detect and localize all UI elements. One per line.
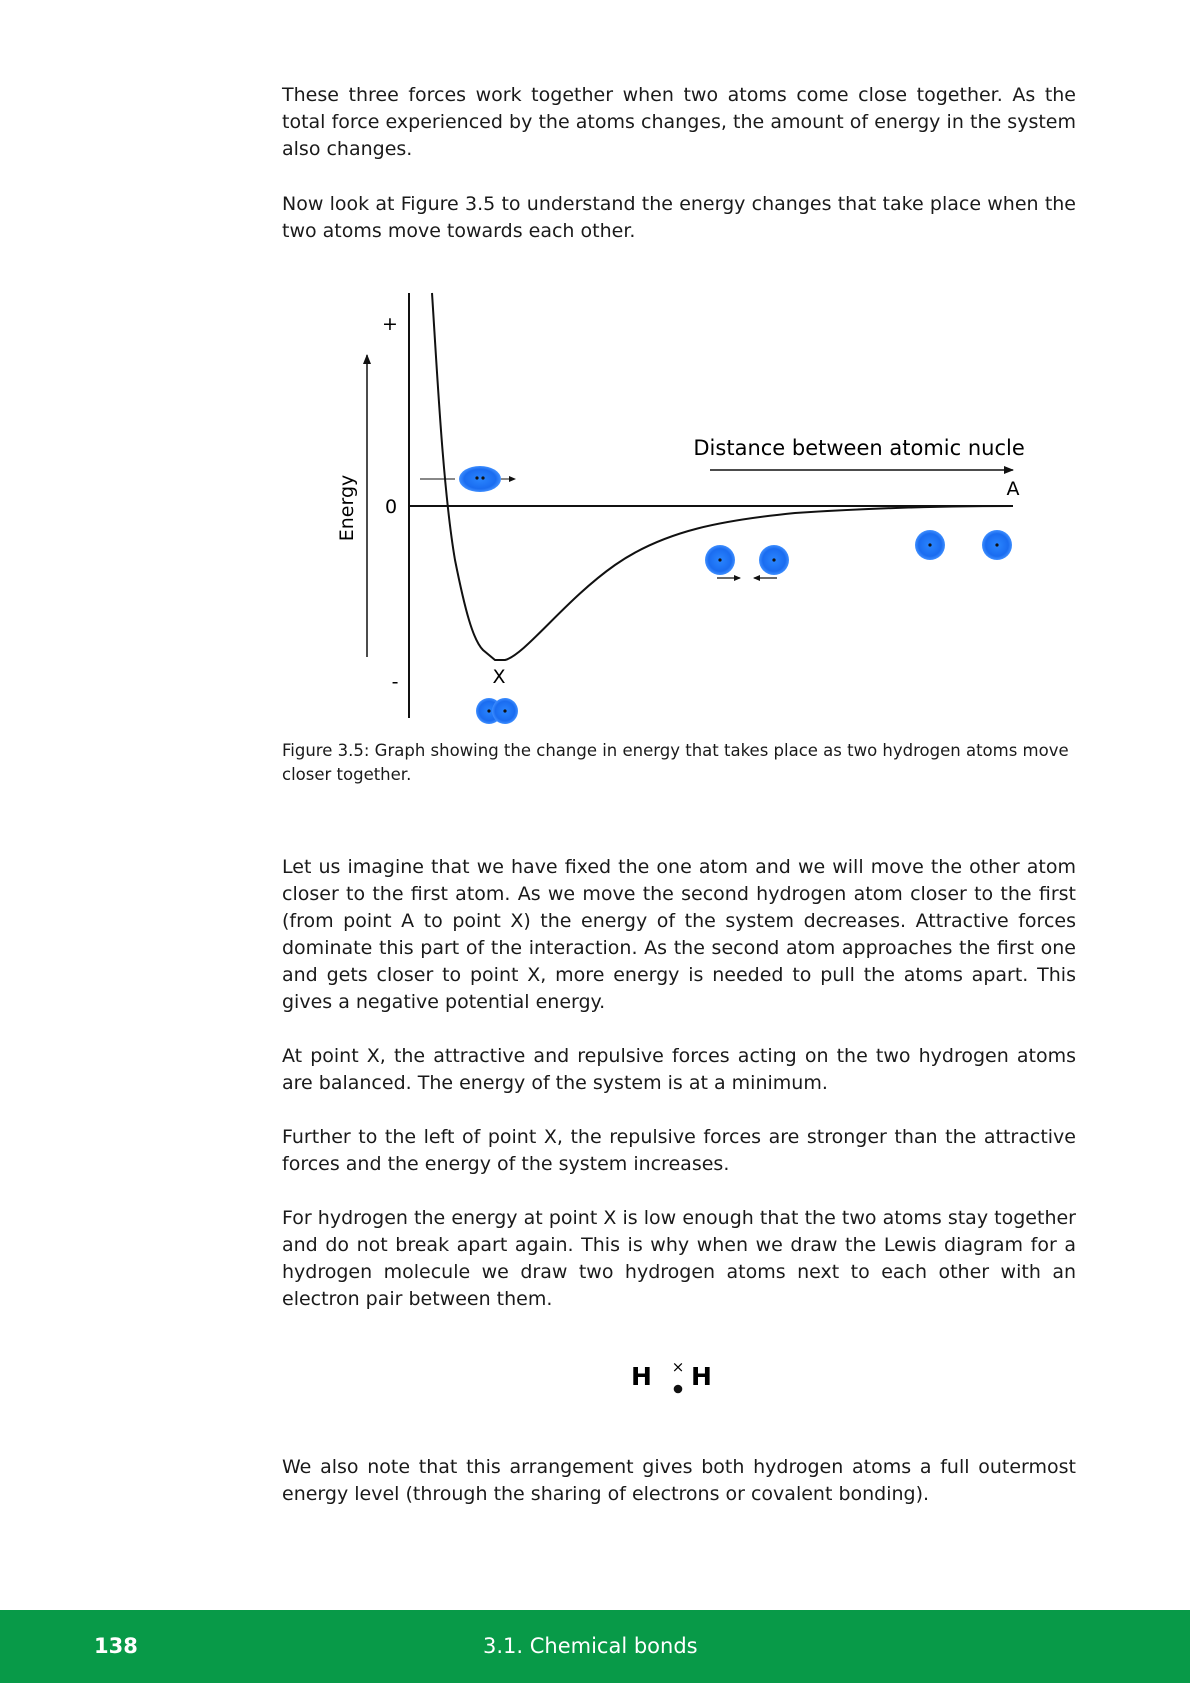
zero-label: 0 [385, 496, 397, 518]
paragraph-intro: These three forces work together when tw… [282, 84, 1076, 160]
energy-distance-graph: + 0 - Energy Distance between atomic nuc… [336, 292, 1025, 724]
paragraph-point-x: At point X, the attractive and repulsive… [282, 1045, 1076, 1094]
atoms-compressed [420, 466, 516, 492]
x-axis-label: Distance between atomic nuclei [693, 436, 1025, 460]
y-axis-label: Energy [336, 475, 358, 542]
lewis-right-h: H [691, 1362, 712, 1391]
figure-caption: Figure 3.5: Graph showing the change in … [282, 741, 1069, 784]
minus-label: - [392, 671, 399, 693]
atoms-bonded [476, 698, 518, 724]
page-footer: 138 3.1. Chemical bonds [0, 1610, 1190, 1683]
paragraph-figure-reference: Now look at Figure 3.5 to understand the… [282, 193, 1076, 242]
point-a-label: A [1007, 478, 1020, 500]
point-x-label: X [492, 666, 505, 688]
lewis-cross-electron: × [672, 1358, 685, 1376]
section-title: 3.1. Chemical bonds [483, 1634, 698, 1658]
paragraph-left-of-x: Further to the left of point X, the repu… [282, 1126, 1076, 1175]
lewis-diagram-h2: H × H [631, 1358, 712, 1394]
paragraph-lewis: For hydrogen the energy at point X is lo… [282, 1207, 1076, 1310]
atoms-approaching [705, 545, 789, 581]
paragraph-conclusion: We also note that this arrangement gives… [282, 1456, 1076, 1505]
potential-energy-curve [431, 292, 1014, 661]
page-number: 138 [94, 1634, 138, 1658]
lewis-dot-electron [673, 1384, 683, 1394]
paragraph-imagine: Let us imagine that we have fixed the on… [282, 856, 1076, 1013]
atoms-far-apart [915, 530, 1012, 560]
lewis-left-h: H [631, 1362, 652, 1391]
plus-label: + [382, 313, 398, 335]
